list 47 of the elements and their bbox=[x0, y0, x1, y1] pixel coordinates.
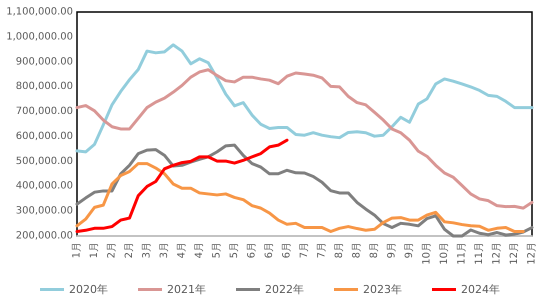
x-tick-label: 4月 bbox=[194, 242, 205, 258]
x-tick-label: 10月 bbox=[439, 242, 450, 265]
line-series bbox=[76, 43, 534, 154]
x-tick-label: 4月 bbox=[176, 242, 188, 258]
y-tick-label: 800,000.00 bbox=[16, 81, 73, 92]
y-tick-label: 600,000.00 bbox=[16, 130, 73, 142]
legend-label: 2020年 bbox=[69, 283, 108, 296]
y-tick-label: 500,000.00 bbox=[16, 156, 73, 167]
y-tick-label: 400,000.00 bbox=[16, 180, 73, 192]
x-tick-label: 3月 bbox=[159, 242, 170, 258]
x-tick-label: 10月 bbox=[422, 242, 432, 265]
x-tick-label: 9月 bbox=[404, 242, 415, 258]
legend-label: 2022年 bbox=[265, 283, 304, 296]
x-tick-label: 11月 bbox=[474, 242, 485, 265]
x-tick-label: 8月 bbox=[334, 242, 345, 258]
legend-label: 2024年 bbox=[460, 283, 500, 296]
y-tick-label: 200,000.00 bbox=[16, 230, 73, 242]
line-series bbox=[76, 162, 525, 234]
x-tick-label: 12月 bbox=[509, 242, 520, 265]
x-tick-label: 6月 bbox=[282, 242, 292, 258]
x-tick-label: 2月 bbox=[124, 242, 135, 258]
x-tick-label: 9月 bbox=[386, 242, 398, 258]
line-series bbox=[76, 144, 534, 238]
x-tick-label: 7月 bbox=[316, 242, 328, 258]
x-tick-label: 8月 bbox=[352, 242, 362, 258]
y-tick-label: 300,000.00 bbox=[16, 206, 73, 217]
y-tick-label: 1,000,000.00 bbox=[6, 31, 73, 42]
x-tick-label: 7月 bbox=[299, 242, 310, 258]
line-series bbox=[76, 68, 534, 210]
legend-label: 2021年 bbox=[167, 283, 206, 296]
line-series bbox=[76, 138, 288, 234]
x-tick-label: 11月 bbox=[456, 242, 468, 265]
y-tick-label: 900,000.00 bbox=[16, 56, 73, 68]
x-tick-label: 6月 bbox=[264, 242, 275, 258]
y-tick-label: 1,100,000.00 bbox=[6, 6, 73, 18]
x-tick-label: 3月 bbox=[142, 242, 152, 258]
x-tick-label: 6月 bbox=[246, 242, 258, 258]
x-tick-label: 1月 bbox=[89, 242, 100, 258]
legend-label: 2023年 bbox=[362, 283, 402, 296]
x-tick-label: 5月 bbox=[229, 242, 240, 258]
x-tick-label: 1月 bbox=[72, 242, 82, 258]
x-tick-label: 12月 bbox=[492, 242, 502, 265]
x-tick-label: 12月 bbox=[526, 242, 538, 265]
y-tick-label: 700,000.00 bbox=[16, 106, 73, 118]
x-tick-label: 8月 bbox=[369, 242, 380, 258]
x-tick-label: 5月 bbox=[212, 242, 222, 258]
x-tick-label: 2月 bbox=[106, 242, 118, 258]
